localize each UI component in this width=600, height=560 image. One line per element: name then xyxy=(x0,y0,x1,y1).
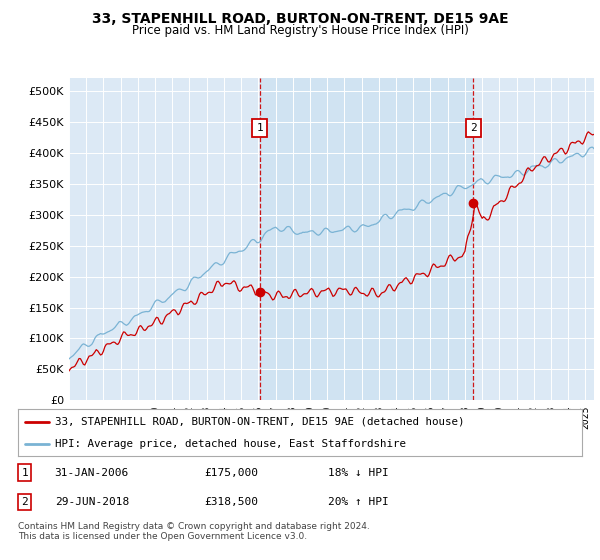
Text: 1: 1 xyxy=(256,123,263,133)
Text: £175,000: £175,000 xyxy=(204,468,258,478)
Text: 2: 2 xyxy=(470,123,477,133)
Text: 29-JUN-2018: 29-JUN-2018 xyxy=(55,497,129,507)
Text: HPI: Average price, detached house, East Staffordshire: HPI: Average price, detached house, East… xyxy=(55,438,406,449)
Text: 31-JAN-2006: 31-JAN-2006 xyxy=(55,468,129,478)
Text: 1: 1 xyxy=(22,468,28,478)
Text: Price paid vs. HM Land Registry's House Price Index (HPI): Price paid vs. HM Land Registry's House … xyxy=(131,24,469,37)
Bar xyxy=(260,78,473,400)
Text: 33, STAPENHILL ROAD, BURTON-ON-TRENT, DE15 9AE (detached house): 33, STAPENHILL ROAD, BURTON-ON-TRENT, DE… xyxy=(55,417,464,427)
Text: 33, STAPENHILL ROAD, BURTON-ON-TRENT, DE15 9AE: 33, STAPENHILL ROAD, BURTON-ON-TRENT, DE… xyxy=(92,12,508,26)
Text: £318,500: £318,500 xyxy=(204,497,258,507)
Text: 2: 2 xyxy=(22,497,28,507)
Text: Contains HM Land Registry data © Crown copyright and database right 2024.
This d: Contains HM Land Registry data © Crown c… xyxy=(18,522,370,542)
Text: 18% ↓ HPI: 18% ↓ HPI xyxy=(328,468,389,478)
Text: 20% ↑ HPI: 20% ↑ HPI xyxy=(328,497,389,507)
